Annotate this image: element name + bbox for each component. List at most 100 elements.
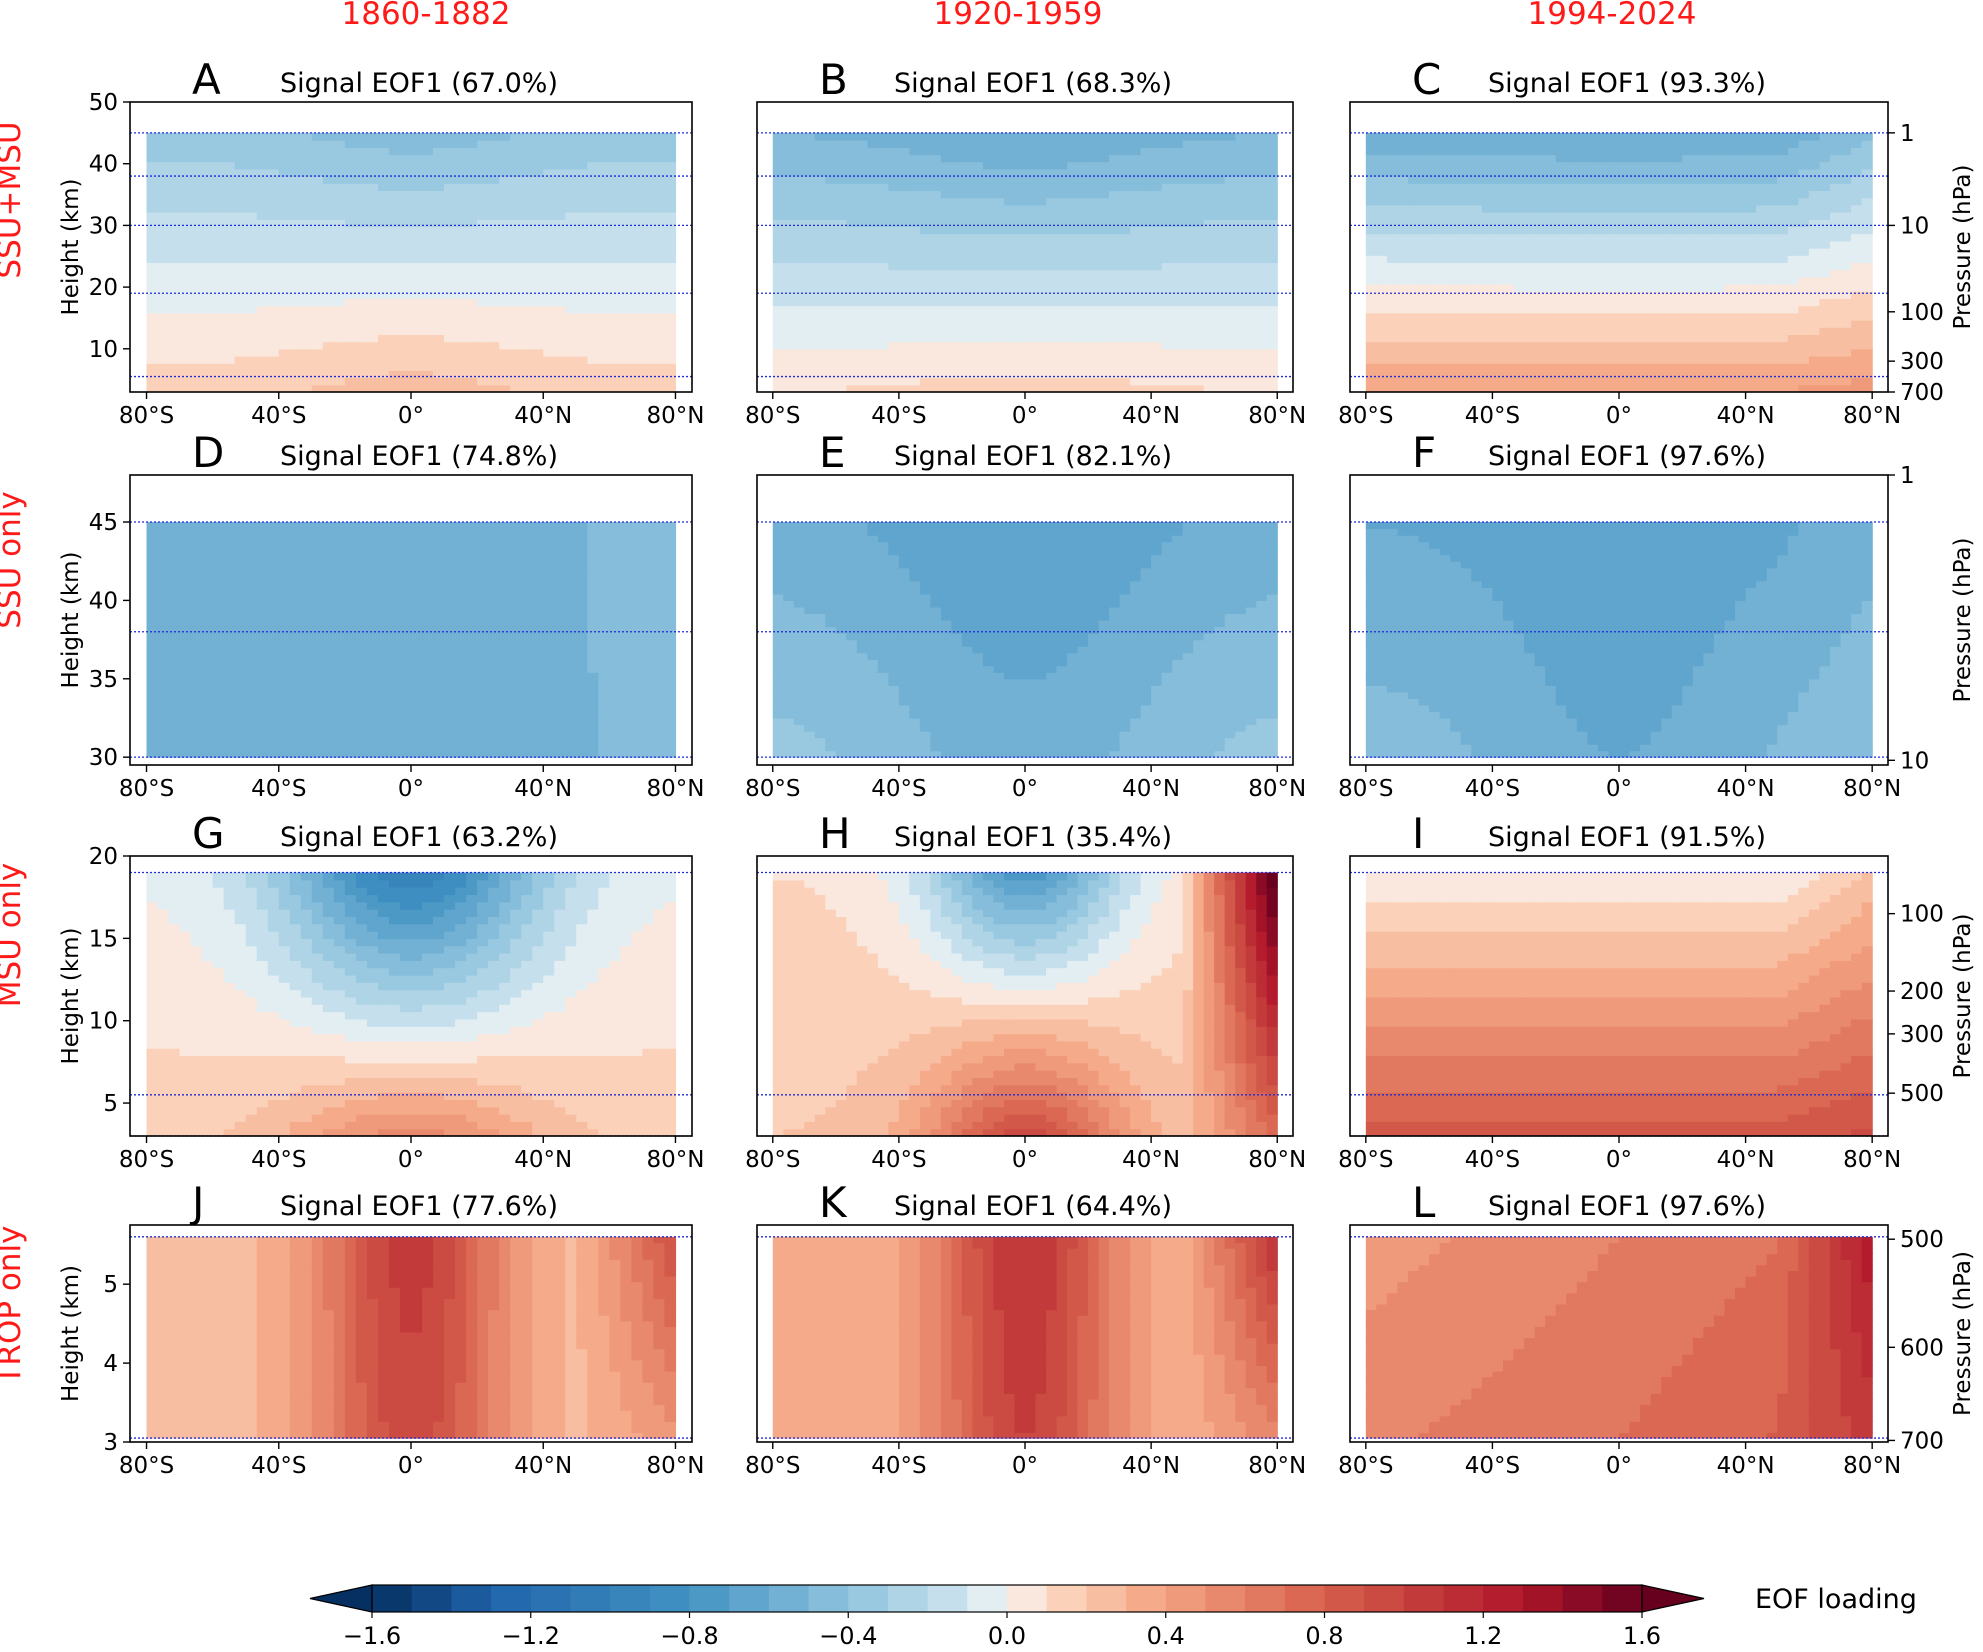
heatmap-cell <box>609 197 621 206</box>
heatmap-cell <box>1109 147 1121 156</box>
heatmap-cell <box>1014 334 1026 343</box>
heatmap-cell <box>1450 384 1462 392</box>
heatmap-cell <box>1524 305 1536 314</box>
heatmap-cell <box>1471 269 1483 278</box>
heatmap-cell <box>488 262 500 271</box>
heatmap-cell <box>399 312 412 321</box>
heatmap-cell <box>1756 183 1768 192</box>
heatmap-cell <box>554 284 566 292</box>
heatmap-cell <box>1119 183 1131 192</box>
heatmap-cell <box>311 204 324 213</box>
heatmap-cell <box>466 140 478 148</box>
heatmap-cell <box>793 327 805 336</box>
heatmap-cell <box>919 305 932 314</box>
heatmap-cell <box>1524 356 1536 364</box>
heatmap-cell <box>1502 341 1515 350</box>
heatmap-cell <box>982 212 995 220</box>
heatmap-cell <box>1713 219 1726 228</box>
heatmap-cell <box>898 348 910 357</box>
heatmap-cell <box>1576 276 1588 285</box>
heatmap-cell <box>888 334 900 343</box>
heatmap-cell <box>1545 370 1557 379</box>
heatmap-cell <box>499 384 511 392</box>
heatmap-cell <box>1056 284 1068 292</box>
heatmap-cell <box>598 370 610 379</box>
heatmap-cell <box>1014 183 1026 192</box>
heatmap-cell <box>1119 356 1131 364</box>
heatmap-cell <box>1224 305 1236 314</box>
heatmap-cell <box>1203 219 1215 228</box>
heatmap-cell <box>1492 226 1504 235</box>
heatmap-cell <box>1151 154 1163 163</box>
heatmap-cell <box>554 240 566 249</box>
heatmap-cell <box>1140 334 1152 343</box>
heatmap-cell <box>961 140 974 148</box>
heatmap-cell <box>333 334 346 343</box>
heatmap-cell <box>234 377 247 386</box>
heatmap-cell <box>1003 356 1016 364</box>
heatmap-cell <box>930 284 942 292</box>
heatmap-cell <box>1035 212 1047 220</box>
heatmap-cell <box>322 233 335 242</box>
heatmap-cell <box>993 226 1005 235</box>
heatmap-cell <box>289 305 302 314</box>
heatmap-cell <box>267 190 280 199</box>
heatmap-cell <box>1629 190 1641 199</box>
heatmap-cell <box>919 154 932 163</box>
heatmap-cell <box>1245 255 1257 264</box>
heatmap-cell <box>919 183 932 192</box>
heatmap-cell <box>1046 327 1058 336</box>
heatmap-cell <box>898 255 910 264</box>
heatmap-cell <box>620 140 632 148</box>
heatmap-cell <box>344 183 357 192</box>
heatmap-cell <box>1182 161 1194 170</box>
heatmap-cell <box>1524 197 1536 206</box>
heatmap-cell <box>1429 384 1441 392</box>
heatmap-cell <box>1088 334 1100 343</box>
heatmap-cell <box>783 341 795 350</box>
heatmap-cell <box>1386 212 1399 220</box>
heatmap-cell <box>1566 334 1578 343</box>
heatmap-cell <box>278 363 291 372</box>
heatmap-cell <box>1235 298 1247 307</box>
heatmap-cell <box>1235 183 1247 192</box>
heatmap-cell <box>1545 298 1557 307</box>
heatmap-cell <box>1098 269 1110 278</box>
heatmap-cell <box>846 291 858 300</box>
heatmap-cell <box>190 284 203 292</box>
heatmap-cell <box>1109 226 1121 235</box>
heatmap-cell <box>993 255 1005 264</box>
heatmap-cell <box>411 284 423 292</box>
heatmap-cell <box>366 276 379 285</box>
heatmap-cell <box>1067 320 1079 328</box>
heatmap-cell <box>1003 161 1016 170</box>
heatmap-cell <box>1671 276 1683 285</box>
heatmap-cell <box>1408 190 1420 199</box>
heatmap-cell <box>814 370 826 379</box>
heatmap-cell <box>168 161 181 170</box>
heatmap-cell <box>1172 204 1184 213</box>
heatmap-cell <box>355 327 368 336</box>
heatmap-cell <box>388 147 401 156</box>
heatmap-cell <box>1724 284 1736 292</box>
heatmap-cell <box>1098 226 1110 235</box>
heatmap-cell <box>1439 327 1451 336</box>
heatmap-cell <box>1161 305 1173 314</box>
heatmap-cell <box>1408 334 1420 343</box>
heatmap-cell <box>1692 291 1704 300</box>
heatmap-cell <box>783 190 795 199</box>
heatmap-cell <box>433 298 445 307</box>
heatmap-cell <box>1713 269 1726 278</box>
heatmap-cell <box>168 284 181 292</box>
heatmap-cell <box>1439 197 1451 206</box>
heatmap-cell <box>488 370 500 379</box>
heatmap-cell <box>1245 147 1257 156</box>
heatmap-cell <box>377 140 390 148</box>
heatmap-cell <box>1587 291 1599 300</box>
heatmap-cell <box>825 154 837 163</box>
heatmap-cell <box>565 320 577 328</box>
heatmap-cell <box>631 240 644 249</box>
heatmap-cell <box>631 341 644 350</box>
heatmap-cell <box>433 140 445 148</box>
heatmap-cell <box>267 334 280 343</box>
